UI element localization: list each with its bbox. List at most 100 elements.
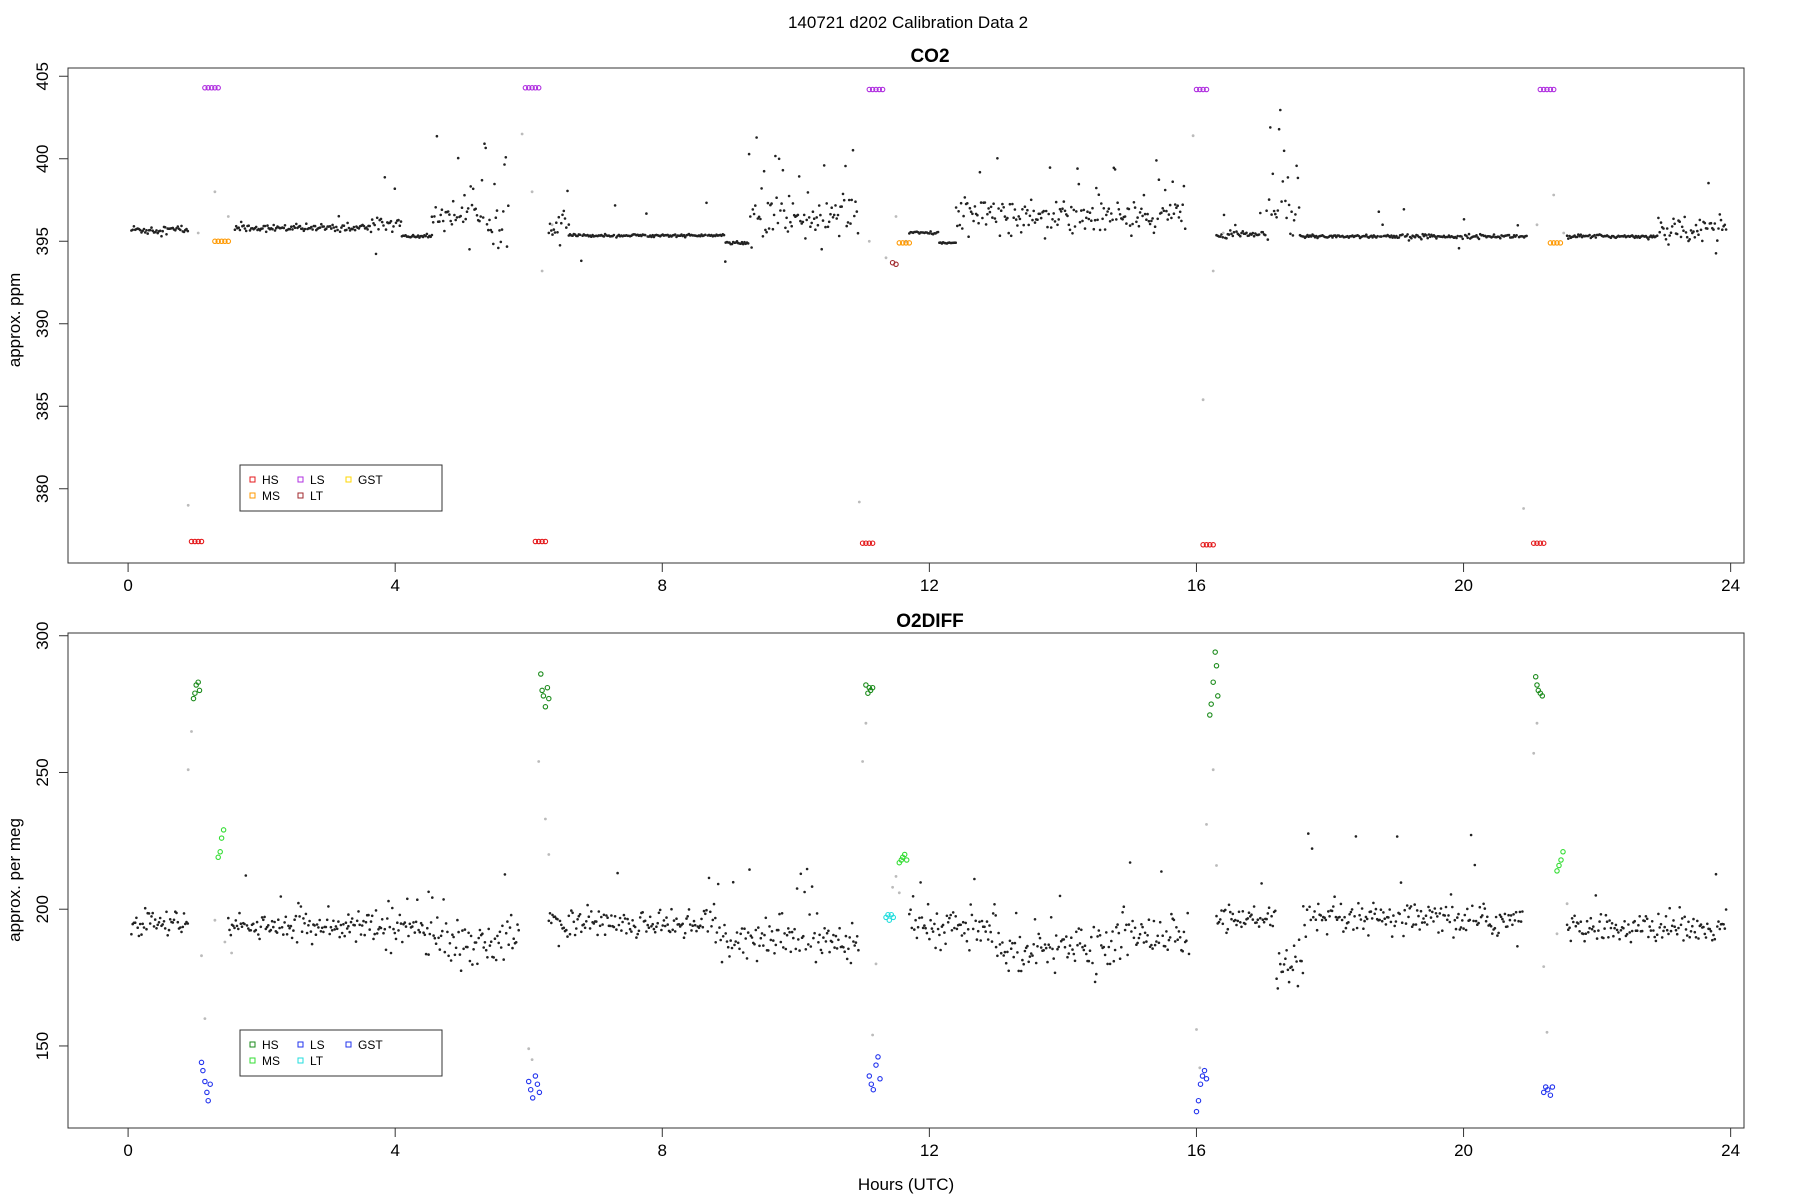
o2diff-ambient-point — [1608, 919, 1611, 922]
o2diff-ambient-point — [143, 906, 147, 910]
o2diff-ambient-point — [360, 924, 364, 927]
co2-ambient-point — [1176, 204, 1179, 207]
co2-ambient-point — [332, 226, 336, 229]
co2-ambient-point — [1054, 200, 1058, 204]
co2-ms-point — [218, 238, 225, 245]
o2diff-ms-point — [1556, 862, 1562, 869]
o2diff-ambient-point — [1155, 940, 1158, 943]
co2-ambient-point — [461, 220, 465, 224]
o2diff-ambient-point — [601, 923, 604, 926]
o2diff-ambient-point — [1126, 953, 1129, 957]
o2diff-ambient-point — [297, 901, 300, 905]
o2diff-ambient-point — [1516, 945, 1519, 948]
o2diff-ambient-point — [562, 926, 566, 930]
co2-ambient-point — [1466, 236, 1469, 240]
o2diff-ambient-point — [1068, 944, 1072, 947]
o2diff-hs-point — [866, 684, 873, 691]
co2-ambient-point — [398, 224, 402, 227]
o2diff-ambient-point — [384, 948, 388, 952]
co2-ambient-point — [1688, 238, 1691, 241]
co2-ambient-point — [441, 219, 445, 223]
o2diff-ambient-point — [1587, 931, 1590, 934]
co2-ambient-point — [683, 235, 687, 239]
o2diff-ambient-point — [814, 960, 818, 964]
o2diff-ambient-point — [273, 920, 276, 924]
co2-ambient-point — [563, 217, 567, 220]
o2diff-ambient-point — [847, 947, 850, 951]
o2diff-ambient-point — [1052, 957, 1055, 960]
o2diff-ambient-point — [1255, 921, 1258, 924]
o2diff-ambient-point — [339, 923, 343, 927]
co2-ambient-point — [796, 213, 800, 217]
co2-transition-point — [550, 223, 554, 227]
o2diff-ambient-point — [1672, 919, 1675, 922]
o2diff-ambient-point — [1291, 968, 1295, 972]
o2diff-ambient-point — [1077, 927, 1081, 930]
o2diff-ambient-point — [501, 924, 504, 928]
o2diff-ambient-point — [1602, 936, 1605, 940]
o2diff-ambient-point — [288, 926, 291, 930]
o2diff-ambient-point — [438, 948, 442, 951]
o2diff-ambient-point — [916, 925, 920, 929]
o2diff-ambient-point — [926, 902, 930, 906]
o2diff-hs-point — [544, 684, 551, 691]
co2-ambient-point — [961, 227, 964, 230]
o2diff-ambient-point — [919, 881, 922, 884]
co2-ls-point — [529, 85, 535, 91]
o2diff-ambient-point — [1647, 935, 1650, 939]
o2diff-ambient-point — [1428, 909, 1432, 912]
o2diff-ambient-point — [363, 933, 367, 937]
co2-hs-point — [1200, 542, 1206, 548]
co2-ambient-point — [957, 210, 960, 213]
o2diff-ambient-point — [1026, 944, 1029, 948]
co2-ambient-point — [1665, 227, 1669, 230]
o2diff-ambient-point — [387, 899, 390, 903]
co2-ambient-point — [1295, 164, 1298, 168]
co2-ambient-point — [266, 224, 269, 227]
o2diff-y-tick-label: 250 — [33, 758, 52, 786]
o2diff-ambient-point — [1034, 961, 1038, 965]
co2-ambient-point — [1685, 235, 1689, 239]
o2diff-ambient-point — [1012, 955, 1015, 959]
co2-ambient-point — [318, 226, 322, 229]
co2-ambient-point — [353, 228, 357, 232]
co2-ambient-point — [781, 168, 785, 172]
co2-ambient-point — [1269, 126, 1272, 129]
o2diff-ambient-point — [182, 912, 186, 915]
o2diff-ambient-point — [914, 918, 917, 922]
o2diff-ambient-point — [238, 911, 241, 915]
o2diff-ambient-point — [1102, 945, 1106, 949]
o2diff-ambient-point — [1499, 915, 1503, 919]
o2diff-hs-point — [1207, 712, 1213, 718]
o2diff-ambient-point — [1697, 937, 1700, 940]
o2diff-ambient-point — [372, 937, 375, 941]
o2diff-ambient-point — [1574, 924, 1578, 928]
o2diff-ambient-point — [1295, 960, 1298, 963]
o2diff-hs-point — [1534, 682, 1540, 688]
o2diff-ambient-point — [167, 928, 171, 932]
o2diff-ambient-point — [978, 920, 981, 924]
o2diff-ambient-point — [1172, 918, 1176, 922]
o2diff-ambient-point — [650, 925, 653, 928]
o2diff-ambient-point — [406, 897, 409, 901]
o2diff-panel-title: O2DIFF — [896, 611, 964, 632]
co2-ambient-point — [1087, 217, 1091, 221]
o2diff-ambient-point — [1508, 918, 1512, 922]
o2diff-ambient-point — [1456, 916, 1459, 919]
o2diff-ambient-point — [731, 880, 735, 884]
co2-ambient-point — [1455, 236, 1458, 240]
co2-ambient-point — [548, 222, 552, 226]
o2diff-ambient-point — [1343, 915, 1346, 919]
o2diff-ambient-point — [833, 946, 836, 949]
o2diff-transition-point — [213, 918, 217, 922]
o2diff-ambient-point — [1630, 929, 1634, 933]
co2-ambient-point — [1435, 237, 1438, 240]
o2diff-ambient-point — [436, 916, 439, 919]
o2diff-ambient-point — [960, 934, 964, 937]
o2diff-ambient-point — [567, 914, 571, 918]
o2diff-ambient-point — [959, 923, 962, 927]
co2-ambient-point — [1016, 224, 1019, 227]
o2diff-ambient-point — [343, 934, 347, 938]
o2diff-hs-point — [192, 690, 198, 696]
